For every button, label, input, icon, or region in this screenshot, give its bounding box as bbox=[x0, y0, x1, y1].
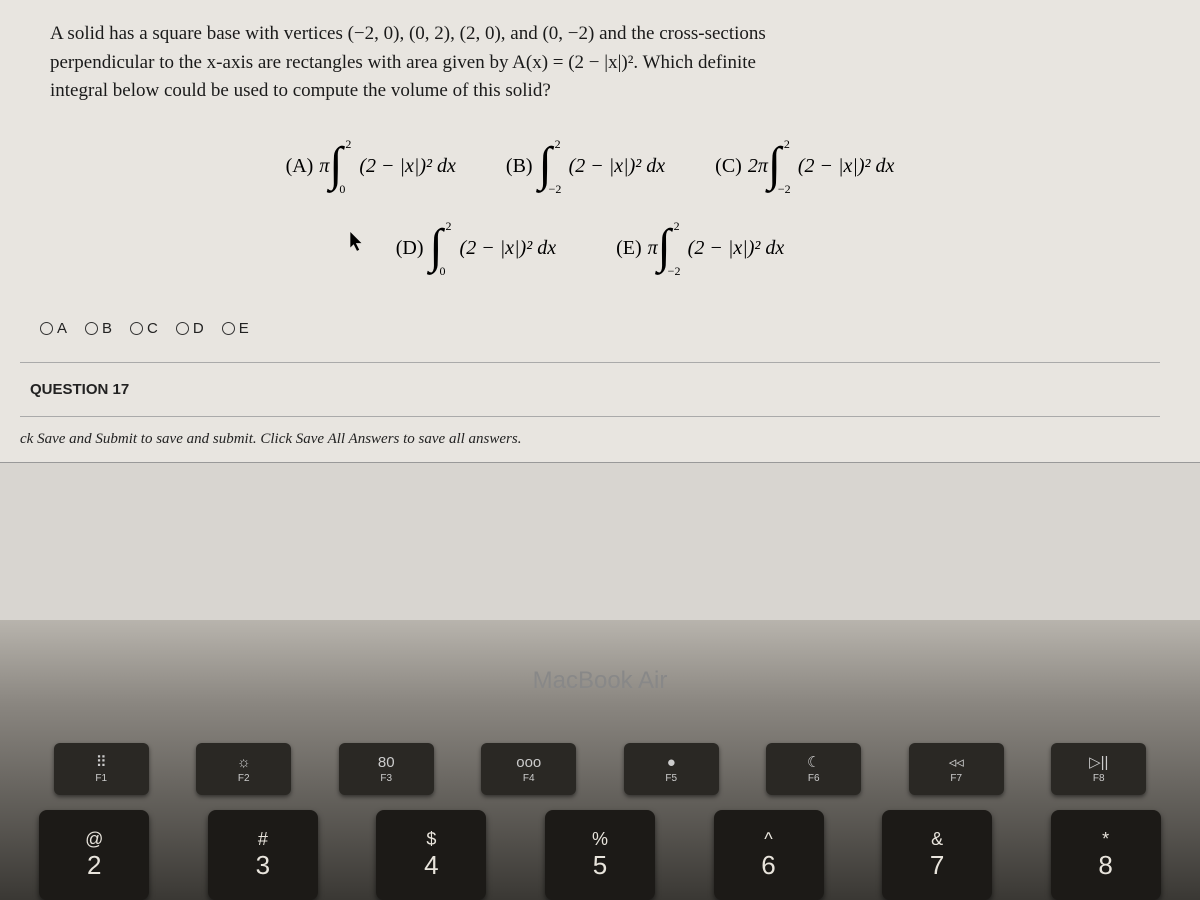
integrand: (2 − |x|)² dx bbox=[460, 237, 557, 260]
function-key-row: ⠿F1 ☼F2 80F3 oooF4 ●F5 ☾F6 ◃◃F7 ▷||F8 bbox=[0, 743, 1200, 795]
choice-c: (C) 2π ∫ 2 −2 (2 − |x|)² dx bbox=[715, 141, 894, 193]
question-prompt: A solid has a square base with vertices … bbox=[20, 20, 1160, 106]
key-f2[interactable]: ☼F2 bbox=[196, 743, 291, 795]
radio-option-c[interactable]: C bbox=[130, 320, 158, 337]
choice-coef: π bbox=[319, 155, 329, 178]
integral: ∫ 2 0 (2 − |x|)² dx bbox=[430, 223, 557, 275]
choice-label: (C) bbox=[715, 155, 742, 178]
radio-icon bbox=[130, 322, 143, 335]
prompt-line: integral below could be used to compute … bbox=[50, 80, 551, 101]
key-f5[interactable]: ●F5 bbox=[624, 743, 719, 795]
integral-symbol: ∫ 2 −2 bbox=[768, 141, 790, 193]
choice-coef: π bbox=[648, 237, 658, 260]
choice-a: (A) π ∫ 2 0 (2 − |x|)² dx bbox=[286, 141, 456, 193]
laptop-body: MacBook Air ⠿F1 ☼F2 80F3 oooF4 ●F5 ☾F6 ◃… bbox=[0, 620, 1200, 900]
choice-b: (B) ∫ 2 −2 (2 − |x|)² dx bbox=[506, 141, 665, 193]
radio-icon bbox=[222, 322, 235, 335]
key-f4[interactable]: oooF4 bbox=[481, 743, 576, 795]
number-key-row: @2 #3 $4 %5 ^6 &7 *8 bbox=[0, 810, 1200, 900]
key-f8[interactable]: ▷||F8 bbox=[1051, 743, 1146, 795]
choice-label: (E) bbox=[616, 237, 642, 260]
launchpad-icon: ooo bbox=[516, 755, 541, 770]
mic-icon: ● bbox=[667, 755, 676, 770]
integrand: (2 − |x|)² dx bbox=[569, 155, 666, 178]
mission-control-icon: 80 bbox=[378, 755, 395, 770]
radio-icon bbox=[176, 322, 189, 335]
choice-coef: 2π bbox=[748, 155, 768, 178]
radio-option-b[interactable]: B bbox=[85, 320, 112, 337]
integral-symbol: ∫ 2 −2 bbox=[539, 141, 561, 193]
prompt-line: perpendicular to the x-axis are rectangl… bbox=[50, 52, 756, 73]
key-5[interactable]: %5 bbox=[545, 810, 655, 900]
integrand: (2 − |x|)² dx bbox=[359, 155, 456, 178]
key-2[interactable]: @2 bbox=[39, 810, 149, 900]
choice-d: (D) ∫ 2 0 (2 − |x|)² dx bbox=[396, 223, 556, 275]
choice-label: (D) bbox=[396, 237, 424, 260]
brightness-up-icon: ☼ bbox=[237, 755, 251, 770]
integrand: (2 − |x|)² dx bbox=[798, 155, 895, 178]
key-f3[interactable]: 80F3 bbox=[339, 743, 434, 795]
key-7[interactable]: &7 bbox=[882, 810, 992, 900]
choice-e: (E) π ∫ 2 −2 (2 − |x|)² dx bbox=[616, 223, 784, 275]
answer-radio-row: A B C D E bbox=[20, 305, 1160, 363]
quiz-screen: A solid has a square base with vertices … bbox=[0, 0, 1200, 463]
integral: ∫ 2 −2 (2 − |x|)² dx bbox=[658, 223, 785, 275]
choice-label: (A) bbox=[286, 155, 314, 178]
radio-option-d[interactable]: D bbox=[176, 320, 204, 337]
choice-list: (A) π ∫ 2 0 (2 − |x|)² dx (B) ∫ 2 −2 bbox=[20, 131, 1160, 305]
integral-symbol: ∫ 2 0 bbox=[430, 223, 452, 275]
rewind-icon: ◃◃ bbox=[949, 755, 964, 770]
integral-symbol: ∫ 2 0 bbox=[329, 141, 351, 193]
radio-icon bbox=[85, 322, 98, 335]
brightness-icon: ⠿ bbox=[96, 755, 107, 770]
radio-option-e[interactable]: E bbox=[222, 320, 249, 337]
radio-icon bbox=[40, 322, 53, 335]
macbook-label: MacBook Air bbox=[533, 667, 668, 695]
save-instruction: ck Save and Submit to save and submit. C… bbox=[20, 417, 1160, 462]
key-f6[interactable]: ☾F6 bbox=[766, 743, 861, 795]
integral: ∫ 2 −2 (2 − |x|)² dx bbox=[768, 141, 895, 193]
radio-option-a[interactable]: A bbox=[40, 320, 67, 337]
play-pause-icon: ▷|| bbox=[1089, 755, 1108, 770]
integral-symbol: ∫ 2 −2 bbox=[658, 223, 680, 275]
dnd-icon: ☾ bbox=[807, 755, 820, 770]
key-6[interactable]: ^6 bbox=[714, 810, 824, 900]
prompt-line: A solid has a square base with vertices … bbox=[50, 23, 766, 44]
integral: ∫ 2 0 (2 − |x|)² dx bbox=[329, 141, 456, 193]
integral: ∫ 2 −2 (2 − |x|)² dx bbox=[539, 141, 666, 193]
integrand: (2 − |x|)² dx bbox=[688, 237, 785, 260]
key-8[interactable]: *8 bbox=[1051, 810, 1161, 900]
key-4[interactable]: $4 bbox=[376, 810, 486, 900]
choice-label: (B) bbox=[506, 155, 533, 178]
key-f1[interactable]: ⠿F1 bbox=[54, 743, 149, 795]
key-3[interactable]: #3 bbox=[208, 810, 318, 900]
cursor-icon bbox=[350, 232, 364, 252]
next-question-header: QUESTION 17 bbox=[20, 363, 1160, 417]
key-f7[interactable]: ◃◃F7 bbox=[909, 743, 1004, 795]
